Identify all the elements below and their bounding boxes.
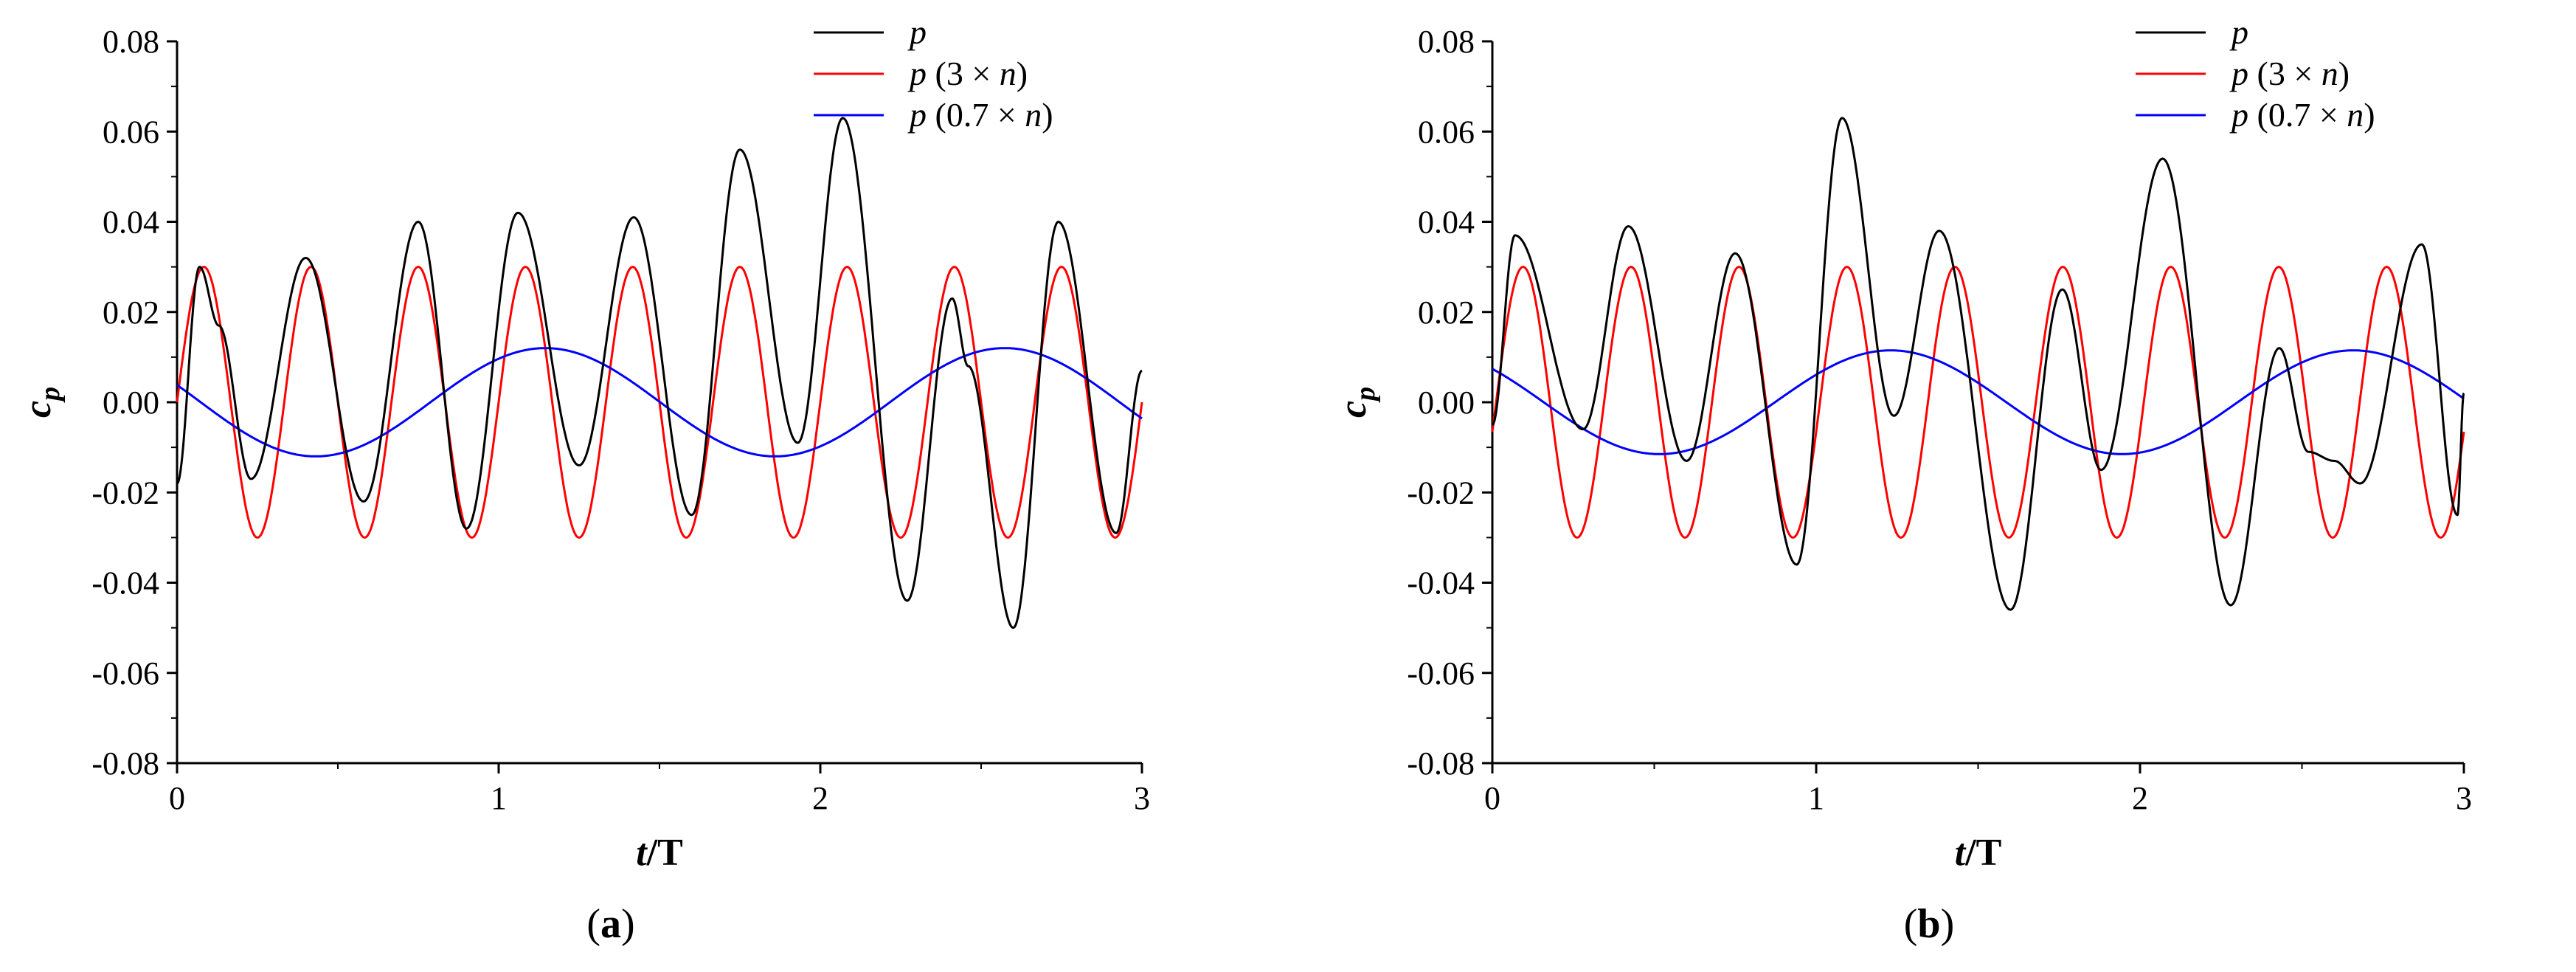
series-p-line xyxy=(1492,117,2465,611)
legend-n: n xyxy=(2347,96,2364,134)
y-tick-label: 0.06 xyxy=(1418,114,1475,150)
y-tick-label: 0.00 xyxy=(1418,385,1475,421)
chart-panel-b: -0.08 -0.06 -0.04 -0.02 0.00 0.02 0.04 0.06 0.08… xyxy=(1332,13,2472,947)
y-tick-label: -0.04 xyxy=(1407,565,1475,602)
x-tick-label: 3 xyxy=(1134,780,1150,816)
x-tick-label: 1 xyxy=(491,780,507,816)
y-tick-label: 0.02 xyxy=(103,294,159,331)
y-axis-label: cp xyxy=(1332,387,1381,418)
legend-entry: p xyxy=(907,13,927,51)
legend-close: ) xyxy=(2338,55,2350,92)
x-axis-label-italic: t xyxy=(1955,832,1967,874)
y-tick-label: -0.04 xyxy=(91,565,159,602)
x-tick-label: 2 xyxy=(2132,780,2148,816)
x-axis-label-italic: t xyxy=(636,832,648,874)
y-axis-label: cp xyxy=(17,387,66,418)
y-tick-label: 0.08 xyxy=(1418,24,1475,60)
x-tick-label: 3 xyxy=(2456,780,2472,816)
x-tick-label: 1 xyxy=(1808,780,1824,816)
y-tick-label: 0.08 xyxy=(103,24,159,60)
legend-multiplier: (3 × xyxy=(927,55,1000,92)
series-p-07n-line xyxy=(176,347,1143,458)
legend-close: ) xyxy=(1042,96,1053,134)
y-axis-label-subscript: p xyxy=(1350,387,1381,403)
chart-panel-a: -0.08 -0.06 -0.04 -0.02 0.00 0.02 0.04 0.06 0.08… xyxy=(17,13,1150,947)
series-p-07n-line xyxy=(1492,349,2465,455)
series-p-3n-line xyxy=(1491,266,2465,539)
y-tick-label: -0.08 xyxy=(1407,745,1475,782)
x-tick-label: 0 xyxy=(1484,780,1500,816)
x-axis-label: t/T xyxy=(1955,832,2002,874)
legend-multiplier: (3 × xyxy=(2248,55,2321,92)
y-axis-label-main: c xyxy=(17,401,59,418)
panel-paren-close: ) xyxy=(1941,901,1955,947)
x-tick-label: 0 xyxy=(169,780,185,816)
series-p-line xyxy=(176,117,1143,630)
y-tick-label: 0.06 xyxy=(103,114,159,150)
legend-symbol: p xyxy=(2229,55,2248,92)
y-tick-label: -0.02 xyxy=(91,475,159,511)
y-tick-label: 0.04 xyxy=(103,204,159,241)
x-tick-label: 2 xyxy=(812,780,828,816)
legend-entry: p (3 × n) xyxy=(907,55,1028,92)
y-tick-label: -0.06 xyxy=(91,655,159,692)
y-tick-label: 0.00 xyxy=(103,385,159,421)
legend-entry: p (3 × n) xyxy=(2229,55,2350,92)
legend-close: ) xyxy=(1017,55,1028,92)
y-tick-label: 0.04 xyxy=(1418,204,1475,241)
y-axis-label-subscript: p xyxy=(35,387,66,403)
legend-multiplier: (0.7 × xyxy=(2248,96,2347,134)
panel-paren-open: ( xyxy=(1904,901,1918,947)
panel-label: (b) xyxy=(1904,901,1954,947)
y-tick-label: 0.02 xyxy=(1418,294,1475,331)
y-tick-label: -0.08 xyxy=(91,745,159,782)
y-axis-label-main: c xyxy=(1332,401,1374,418)
legend-symbol: p xyxy=(907,13,927,51)
legend-multiplier: (0.7 × xyxy=(927,96,1025,134)
x-axis-label: t/T xyxy=(636,832,683,874)
legend-n: n xyxy=(1025,96,1042,134)
legend-symbol: p xyxy=(907,96,927,134)
legend-n: n xyxy=(1000,55,1017,92)
legend-symbol: p xyxy=(907,55,927,92)
x-axis-label-rest: /T xyxy=(646,832,683,874)
panel-paren-close: ) xyxy=(621,901,635,947)
panel-paren-open: ( xyxy=(586,901,600,947)
legend-close: ) xyxy=(2364,96,2375,134)
legend-symbol: p xyxy=(2229,96,2248,134)
panel-letter: b xyxy=(1917,901,1940,947)
x-axis-label-rest: /T xyxy=(1964,832,2001,874)
legend-entry: p xyxy=(2229,13,2248,51)
legend-symbol: p xyxy=(2229,13,2248,51)
panel-label: (a) xyxy=(586,901,634,947)
y-tick-label: -0.02 xyxy=(1407,475,1475,511)
panel-letter: a xyxy=(600,901,621,947)
legend-entry: p (0.7 × n) xyxy=(2229,96,2375,134)
y-tick-label: -0.06 xyxy=(1407,655,1475,692)
legend-n: n xyxy=(2321,55,2338,92)
legend-entry: p (0.7 × n) xyxy=(907,96,1053,134)
